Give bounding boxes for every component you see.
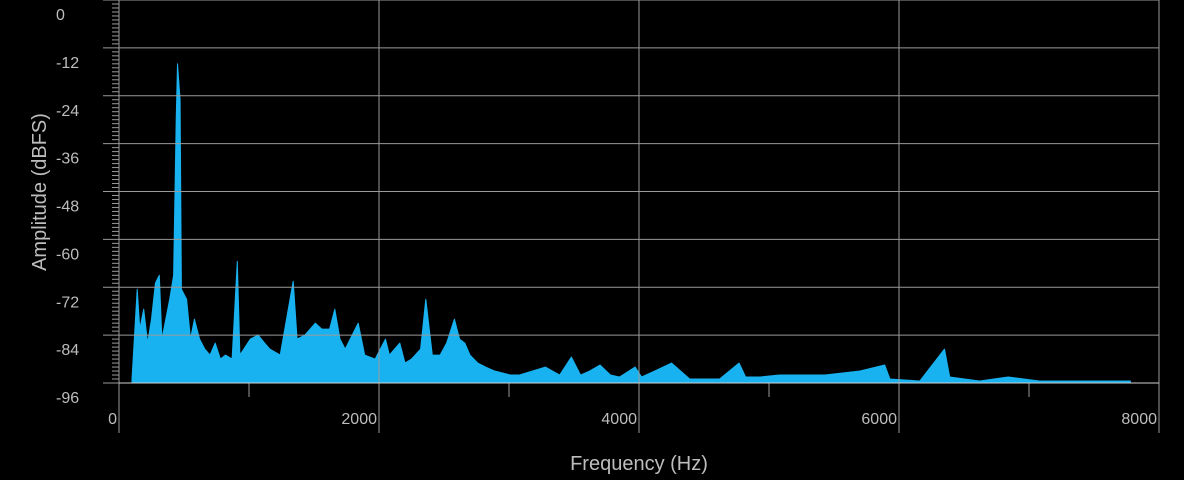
x-tick-label: 8000 — [1121, 411, 1157, 428]
x-tick-label: 4000 — [601, 411, 637, 428]
y-tick-label: -60 — [56, 246, 79, 263]
y-tick-label: -96 — [56, 390, 79, 407]
x-tick-label: 6000 — [861, 411, 897, 428]
x-axis-label: Frequency (Hz) — [570, 453, 708, 475]
x-tick-label: 2000 — [341, 411, 377, 428]
y-tick-label: -24 — [56, 103, 79, 120]
spectrum-area — [131, 63, 1131, 384]
y-tick-label: -12 — [56, 55, 79, 72]
y-tick-label: -48 — [56, 199, 79, 216]
y-tick-label: -72 — [56, 294, 79, 311]
y-axis-label: Amplitude (dBFS) — [29, 113, 51, 271]
y-tick-label: -84 — [56, 342, 79, 359]
x-tick-label: 0 — [108, 411, 117, 428]
y-tick-label: -36 — [56, 151, 79, 168]
y-tick-label: 0 — [56, 7, 65, 24]
